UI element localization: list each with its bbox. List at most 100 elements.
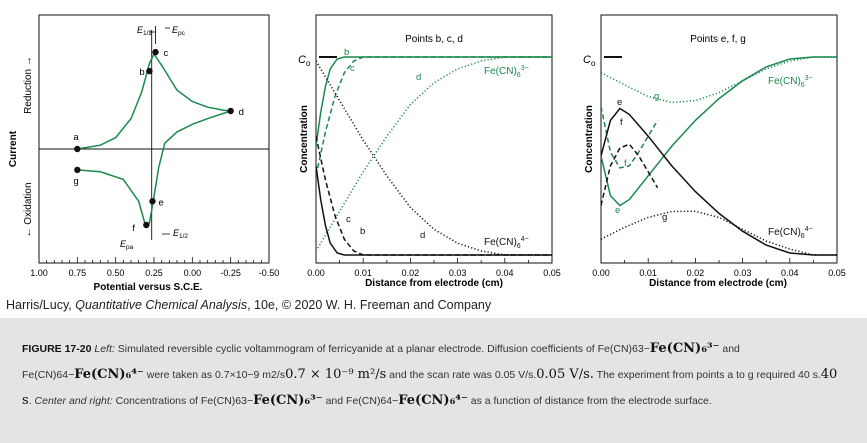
center-curves <box>316 56 552 256</box>
caption-formula: Fe(CN)₆³⁻ <box>649 341 720 356</box>
center-legend-fe4: Fe(CN)64− <box>484 236 529 250</box>
cv-annotation: Epa <box>120 239 134 251</box>
cv-point-g <box>74 166 81 174</box>
conc-curve-b <box>316 56 552 147</box>
figure-caption: FIGURE 17-20 Left: Simulated reversible … <box>22 336 842 414</box>
center-frame <box>315 14 553 264</box>
cv-tick-label: 0.75 <box>69 268 87 278</box>
caption-formula: 0.05 V/s. <box>536 367 594 382</box>
conc-tick-label: 0.02 <box>687 268 705 278</box>
caption-text: and Fe(CN)64− <box>22 343 740 381</box>
conc-tick-label: 0.02 <box>402 268 420 278</box>
caption-text: and the scan rate was 0.05 V/s. <box>386 369 537 381</box>
cv-ylabel: Current <box>8 130 19 167</box>
credit-authors: Harris/Lucy, <box>6 298 76 312</box>
cv-point-label: a <box>73 132 79 143</box>
cv-x-ticks: 1.00 0.75 0.50 0.25 0.00 -0.25 -0.50 <box>30 257 279 278</box>
right-frame <box>600 14 838 264</box>
conc-curve-label: g <box>654 91 659 102</box>
caption-text: and Fe(CN)64− <box>322 395 399 407</box>
cv-point-label: f <box>132 223 135 234</box>
cv-points: a b c d e f g E1/2 Epc Epa E1/2 <box>73 25 244 251</box>
caption-center-right-label: Center and right: <box>34 395 113 407</box>
conc-curve-f <box>601 106 659 169</box>
center-title: Points b, c, d <box>405 34 463 45</box>
caption-formula: 0.7 × 10⁻⁹ m²/s <box>285 367 387 382</box>
right-title: Points e, f, g <box>690 34 746 45</box>
credit-line: Harris/Lucy, Quantitative Chemical Analy… <box>6 298 491 312</box>
right-ylabel: Concentration <box>584 105 595 173</box>
cv-reverse-sweep <box>77 110 231 224</box>
cv-point-c <box>152 48 159 56</box>
cv-tick-label: 0.00 <box>184 268 202 278</box>
conc-curve-label: b <box>360 226 365 237</box>
caption-text: The experiment from points a to g requir… <box>593 369 821 381</box>
cv-annotation: Epc <box>172 25 186 37</box>
conc-tick-label: 0.04 <box>781 268 799 278</box>
center-co-mark: Co <box>298 54 311 68</box>
cv-tick-label: 0.50 <box>107 268 125 278</box>
cv-point-b <box>146 67 153 75</box>
conc-curve-c <box>316 56 552 176</box>
credit-book: Quantitative Chemical Analysis <box>75 298 248 312</box>
cv-annotation: E1/2 <box>137 25 152 37</box>
cv-point-a <box>74 145 81 153</box>
cv-point-label: e <box>158 197 163 208</box>
conc-tick-label: 0.03 <box>449 268 467 278</box>
cv-tick-label: 1.00 <box>30 268 48 278</box>
conc-tick-label: 0.05 <box>828 268 846 278</box>
conc-curve-g <box>601 56 837 104</box>
conc-curve-label: g <box>662 212 667 223</box>
caption-text: as a function of distance from the elect… <box>467 395 712 407</box>
right-co-mark: Co <box>583 54 596 68</box>
conc-tick-label: 0.05 <box>543 268 561 278</box>
conc-curve-d <box>316 60 552 256</box>
cv-forward-sweep <box>77 52 231 150</box>
cv-panel: 1.00 0.75 0.50 0.25 0.00 -0.25 -0.50 a b c d e f g E1… <box>8 14 279 293</box>
center-legend-fe3: Fe(CN)63− <box>484 65 529 79</box>
conc-curve-c <box>316 136 552 256</box>
conc-curve-d <box>316 56 552 252</box>
right-curves <box>601 56 837 256</box>
cv-point-d <box>227 107 234 115</box>
caption-text: Concentrations of Fe(CN)63− <box>112 395 254 407</box>
caption-left-label: Left: <box>94 343 115 355</box>
caption-fignum: FIGURE 17-20 <box>22 343 92 355</box>
conc-curve-label: c <box>350 63 355 74</box>
conc-curve-label: d <box>416 72 421 83</box>
conc-tick-label: 0.01 <box>639 268 657 278</box>
cv-point-e <box>149 198 156 205</box>
conc-curve-f <box>601 143 659 206</box>
right-legend-fe4: Fe(CN)64− <box>768 226 813 240</box>
conc-curve-label: e <box>615 205 620 216</box>
cv-tick-label: -0.25 <box>220 268 241 278</box>
center-xlabel: Distance from electrode (cm) <box>365 278 503 289</box>
caption-formula: Fe(CN)₆³⁻ <box>253 393 323 408</box>
cv-annotation: E1/2 <box>173 228 188 240</box>
conc-tick-label: 0.00 <box>592 268 610 278</box>
right-xlabel: Distance from electrode (cm) <box>649 278 787 289</box>
conc-tick-label: 0.04 <box>496 268 514 278</box>
caption-text: were taken as 0.7×10−9 m2/s <box>143 369 286 381</box>
reduction-label: Reduction → <box>23 56 34 114</box>
caption-formula: 40 s <box>22 367 838 408</box>
conc-curve-label: b <box>344 47 349 58</box>
conc-curve-e <box>601 56 837 207</box>
oxidation-label: ← Oxidation <box>23 182 34 237</box>
conc-curve-label: f <box>620 117 623 128</box>
conc-curve-e <box>601 107 837 256</box>
caption-formula: Fe(CN)₆⁴⁻ <box>398 393 468 408</box>
center-ylabel: Concentration <box>299 105 310 173</box>
right-x-ticks: 0.00 0.01 0.02 0.03 0.04 0.05 <box>592 258 846 278</box>
figure: 1.00 0.75 0.50 0.25 0.00 -0.25 -0.50 abcdefgE1… <box>8 14 846 293</box>
conc-curve-label: e <box>617 97 622 108</box>
conc-curve-label: c <box>346 214 351 225</box>
conc-curve-b <box>316 165 552 256</box>
conc-curve-label: f <box>624 158 627 169</box>
caption-text: . <box>28 395 35 407</box>
caption-formula: Fe(CN)₆⁴⁻ <box>74 367 144 382</box>
caption-text: Simulated reversible cyclic voltammogram… <box>114 343 650 355</box>
